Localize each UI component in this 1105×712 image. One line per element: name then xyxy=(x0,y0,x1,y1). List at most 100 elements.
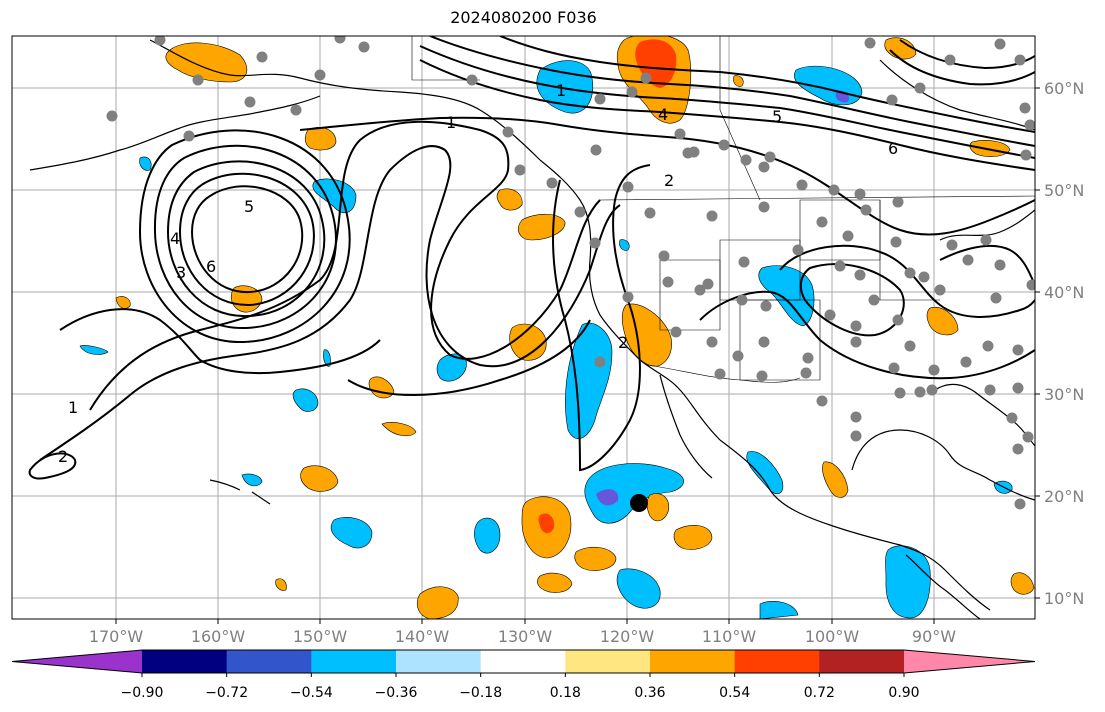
colorbar-tick-label: 0.54 xyxy=(719,685,750,701)
map-frame xyxy=(11,35,1036,620)
station-dot xyxy=(688,146,700,158)
station-dot xyxy=(980,234,992,246)
station-dot xyxy=(892,196,904,208)
station-dot xyxy=(760,300,772,312)
station-dot xyxy=(622,181,634,193)
contour-label: 6 xyxy=(888,139,898,158)
station-dot xyxy=(982,340,994,352)
station-dot xyxy=(824,309,836,321)
colorbar-extend-min xyxy=(12,650,142,673)
station-dot xyxy=(946,239,958,251)
station-dot xyxy=(850,411,862,423)
station-dot xyxy=(758,161,770,173)
lon-tick-label: 110°W xyxy=(702,627,757,646)
station-dot xyxy=(758,201,770,213)
station-dot xyxy=(928,364,940,376)
station-dot xyxy=(904,267,916,279)
station-dot xyxy=(962,254,974,266)
pos-region xyxy=(496,188,523,211)
station-dot xyxy=(816,395,828,407)
station-dot xyxy=(842,230,854,242)
pos-region xyxy=(300,465,339,492)
station-dot xyxy=(854,188,866,200)
lat-tick-label: 20°N xyxy=(1044,487,1084,506)
station-dot xyxy=(792,244,804,256)
station-dot xyxy=(546,177,558,189)
station-dot xyxy=(106,110,118,122)
station-dot xyxy=(816,216,828,228)
contour-label: 2 xyxy=(618,333,628,352)
contour-label: 1 xyxy=(446,113,456,132)
contour-label: 1 xyxy=(556,81,566,100)
station-dot xyxy=(736,294,748,306)
colorbar-tick-label: 0.36 xyxy=(634,685,665,701)
anomaly-fills xyxy=(79,36,1035,619)
lat-tick-label: 60°N xyxy=(1044,79,1084,98)
pos-region xyxy=(574,546,617,571)
neg-region xyxy=(139,156,152,171)
station-dot xyxy=(256,51,268,63)
latitude-axis: 60°N 50°N 40°N 30°N 20°N 10°N xyxy=(1035,79,1084,608)
lon-tick-label: 170°W xyxy=(89,627,144,646)
contour-label: 4 xyxy=(658,105,668,124)
contour-label: 2 xyxy=(664,171,674,190)
contour-label: 5 xyxy=(244,197,254,216)
station-dot xyxy=(1020,149,1032,161)
station-dot xyxy=(662,276,674,288)
station-dot xyxy=(994,259,1006,271)
lon-tick-label: 130°W xyxy=(498,627,553,646)
station-dot xyxy=(589,237,601,249)
station-dot xyxy=(918,271,930,283)
station-dot xyxy=(1026,279,1035,291)
pos-region xyxy=(733,75,744,87)
station-dot xyxy=(594,356,606,368)
station-dot xyxy=(892,314,904,326)
station-dot xyxy=(314,69,326,81)
station-dot xyxy=(244,96,256,108)
station-markers xyxy=(106,36,1035,510)
contour-label: 4 xyxy=(170,229,180,248)
pos-region xyxy=(417,586,459,619)
station-dot xyxy=(1014,54,1026,66)
colorbar-extend-max xyxy=(904,650,1035,673)
height-contours xyxy=(28,36,1035,480)
colorbar-segment xyxy=(480,650,566,673)
colorbar-segment xyxy=(565,650,651,673)
neg-region xyxy=(596,489,619,506)
station-dot xyxy=(154,36,166,46)
colorbar-segment xyxy=(734,650,820,673)
storm-center-marker xyxy=(630,494,648,512)
contour-labels: 1 2 3 4 5 6 1 2 4 5 6 1 2 xyxy=(58,81,898,466)
station-dot xyxy=(860,204,872,216)
station-dot xyxy=(888,362,900,374)
station-dot xyxy=(644,207,656,219)
station-dot xyxy=(514,164,526,176)
station-dot xyxy=(864,37,876,49)
neg-region xyxy=(330,517,373,549)
station-dot xyxy=(502,126,514,138)
colorbar: −0.90 −0.72 −0.54 −0.36 −0.18 0.18 0.36 0.54 0.7… xyxy=(11,649,1036,701)
station-dot xyxy=(714,368,726,380)
station-dot xyxy=(758,336,770,348)
pos-region xyxy=(381,422,417,437)
pos-region xyxy=(969,140,1011,157)
station-dot xyxy=(756,370,768,382)
station-dot xyxy=(732,350,744,362)
station-dot xyxy=(934,284,946,296)
station-dot xyxy=(640,72,652,84)
neg-region xyxy=(759,601,799,619)
station-dot xyxy=(1022,431,1034,443)
station-dot xyxy=(850,430,862,442)
station-dot xyxy=(590,144,602,156)
station-dot xyxy=(960,356,972,368)
station-dot xyxy=(914,82,926,94)
coastlines xyxy=(29,39,1035,619)
lon-tick-label: 120°W xyxy=(600,627,655,646)
station-dot xyxy=(1019,102,1031,114)
lat-tick-label: 50°N xyxy=(1044,181,1084,200)
lon-tick-label: 100°W xyxy=(805,627,860,646)
lon-tick-label: 140°W xyxy=(395,627,450,646)
station-dot xyxy=(854,269,866,281)
station-dot xyxy=(990,292,1002,304)
contour-label: 5 xyxy=(772,107,782,126)
